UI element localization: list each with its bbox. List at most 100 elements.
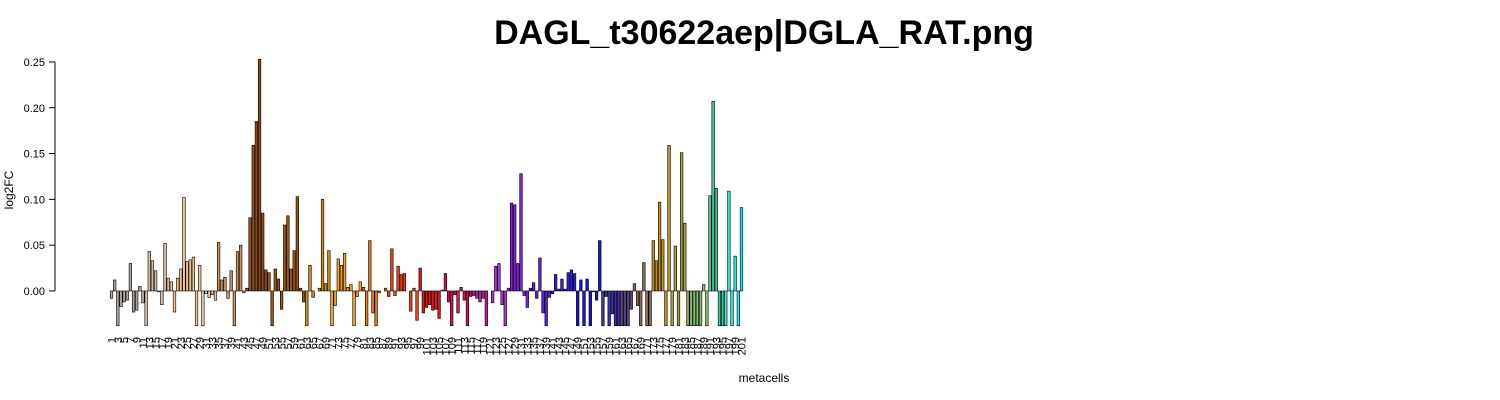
- bar: [626, 290, 630, 327]
- bar: [229, 270, 233, 292]
- bar: [276, 278, 281, 292]
- x-tick-label: 15: [151, 337, 163, 349]
- x-tick-label: 17: [157, 337, 169, 349]
- x-tick-label: 39: [226, 337, 238, 349]
- bar: [462, 290, 466, 301]
- bar: [557, 288, 561, 292]
- bar: [629, 290, 633, 310]
- bar: [201, 290, 205, 327]
- bar: [361, 286, 366, 292]
- bar: [424, 290, 429, 308]
- x-tick-label: 37: [220, 337, 232, 349]
- x-tick-label: 89: [384, 337, 396, 349]
- x-tick-label: 201: [737, 337, 749, 355]
- bar: [547, 290, 551, 298]
- bar: [513, 204, 517, 292]
- bar: [166, 277, 170, 292]
- bar: [689, 290, 693, 327]
- bar: [724, 290, 728, 327]
- bar: [481, 290, 485, 299]
- bar: [257, 58, 262, 292]
- x-tick-label: 187: [692, 337, 704, 355]
- bar: [535, 290, 539, 299]
- bar: [194, 290, 199, 327]
- x-tick-label: 105: [434, 337, 446, 355]
- bar: [226, 290, 230, 299]
- x-tick-label: 87: [377, 337, 389, 349]
- x-tick-label: 95: [403, 337, 415, 349]
- bar: [188, 259, 192, 292]
- bar: [415, 290, 419, 321]
- bar: [295, 196, 299, 292]
- bar: [213, 290, 218, 301]
- bar: [431, 290, 435, 311]
- bar: [235, 251, 240, 292]
- x-tick-label: 161: [611, 337, 623, 355]
- x-tick-label: 107: [440, 337, 452, 355]
- x-tick-label: 133: [522, 337, 534, 355]
- bar: [509, 202, 514, 292]
- bar: [339, 265, 344, 292]
- x-tick-label: 119: [478, 337, 490, 355]
- x-tick-label: 137: [535, 337, 547, 355]
- bar: [141, 290, 145, 304]
- x-tick-label: 125: [497, 337, 509, 355]
- bar: [566, 272, 570, 292]
- bar: [342, 253, 347, 292]
- bar: [267, 272, 271, 292]
- bar: [374, 290, 378, 327]
- bar: [651, 240, 655, 292]
- x-tick-label: 71: [327, 337, 339, 349]
- bar: [387, 290, 391, 297]
- bar: [327, 250, 331, 292]
- x-tick-label: 141: [548, 337, 560, 355]
- x-tick-label: 155: [592, 337, 604, 355]
- x-tick-label: 199: [730, 337, 742, 355]
- x-tick-label: 77: [346, 337, 358, 349]
- bar: [491, 290, 495, 304]
- bar: [320, 199, 325, 292]
- x-tick-label: 35: [214, 337, 226, 349]
- bar: [305, 290, 309, 327]
- bar: [308, 265, 312, 292]
- bar: [459, 286, 463, 292]
- x-tick-label: 159: [604, 337, 616, 355]
- x-tick-label: 197: [724, 337, 736, 355]
- x-tick-label: 31: [201, 337, 213, 349]
- x-tick-label: 121: [485, 337, 497, 355]
- bar: [698, 290, 703, 327]
- x-tick-label: 55: [277, 337, 289, 349]
- bar: [330, 290, 334, 327]
- bar: [472, 290, 476, 296]
- bar: [298, 287, 303, 292]
- bar: [383, 287, 388, 292]
- bar: [286, 215, 290, 292]
- bar: [506, 287, 511, 292]
- x-tick-label: 59: [289, 337, 301, 349]
- x-tick-label: 191: [705, 337, 717, 355]
- bar: [591, 290, 596, 293]
- bar: [352, 290, 356, 327]
- x-tick-label: 183: [680, 337, 692, 355]
- x-tick-label: 51: [264, 337, 276, 349]
- x-tick-label: 147: [566, 337, 578, 355]
- chart-title: DAGL_t30622aep|DGLA_RAT.png: [494, 14, 1034, 52]
- bar: [179, 268, 183, 292]
- x-tick-label: 29: [195, 337, 207, 349]
- bar: [516, 263, 520, 292]
- bar: [525, 290, 529, 308]
- bar: [355, 290, 359, 297]
- x-tick-label: 13: [144, 337, 156, 349]
- bar: [302, 290, 306, 303]
- bar: [683, 222, 687, 292]
- bar: [182, 197, 186, 292]
- bar: [273, 268, 277, 292]
- x-tick-label: 67: [314, 337, 326, 349]
- x-tick-label: 149: [573, 337, 585, 355]
- bar: [673, 245, 677, 292]
- bar: [418, 267, 422, 292]
- bar: [497, 263, 501, 292]
- bar: [333, 290, 337, 306]
- bar: [122, 290, 126, 303]
- bar: [503, 290, 507, 327]
